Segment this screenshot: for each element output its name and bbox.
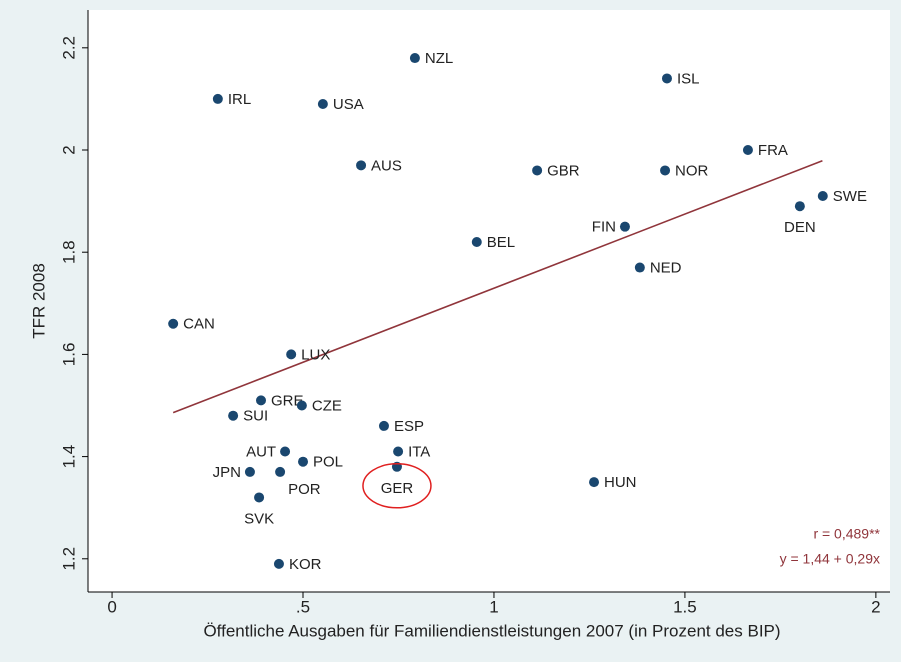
annotation: r = 0,489** bbox=[813, 526, 880, 542]
annotation: y = 1,44 + 0,29x bbox=[780, 551, 880, 567]
point bbox=[212, 93, 223, 104]
point bbox=[817, 190, 828, 201]
point bbox=[660, 165, 671, 176]
point bbox=[356, 160, 367, 171]
point bbox=[378, 420, 389, 431]
point-label: LUX bbox=[301, 346, 330, 363]
point-label: GER bbox=[381, 480, 414, 497]
point-label: SWE bbox=[833, 188, 867, 205]
y-tick-label: 1.8 bbox=[59, 240, 78, 264]
point bbox=[286, 349, 297, 360]
point-label: SVK bbox=[244, 510, 274, 527]
point-label: NZL bbox=[425, 50, 453, 67]
point bbox=[256, 395, 267, 406]
point-label: KOR bbox=[289, 556, 322, 573]
point bbox=[409, 53, 420, 64]
point bbox=[661, 73, 672, 84]
point-label: POR bbox=[288, 481, 321, 498]
y-tick-label: 2 bbox=[59, 145, 78, 154]
x-tick-label: 1.5 bbox=[673, 597, 697, 616]
point bbox=[244, 466, 255, 477]
point-label: AUT bbox=[246, 443, 276, 460]
point-label: FIN bbox=[592, 219, 616, 236]
point bbox=[393, 446, 404, 457]
point bbox=[619, 221, 630, 232]
point bbox=[168, 318, 179, 329]
point bbox=[280, 446, 291, 457]
point-label: JPN bbox=[213, 464, 241, 481]
point bbox=[532, 165, 543, 176]
point bbox=[298, 456, 309, 467]
point bbox=[317, 99, 328, 110]
point-label: FRA bbox=[758, 142, 788, 159]
point bbox=[634, 262, 645, 273]
point bbox=[742, 145, 753, 156]
point bbox=[794, 201, 805, 212]
fit-line bbox=[172, 159, 823, 414]
y-tick-label: 1.6 bbox=[59, 343, 78, 367]
point bbox=[273, 558, 284, 569]
point bbox=[275, 466, 286, 477]
point-label: NOR bbox=[675, 162, 709, 179]
point-label: SUI bbox=[243, 408, 268, 425]
y-tick-label: 2.2 bbox=[59, 36, 78, 60]
point-label: ISL bbox=[677, 70, 700, 87]
point-label: AUS bbox=[371, 157, 402, 174]
point-label: POL bbox=[313, 454, 343, 471]
y-axis-title: TFR 2008 bbox=[29, 263, 48, 339]
point-label: BEL bbox=[487, 234, 515, 251]
x-tick-label: 0 bbox=[107, 597, 116, 616]
point-label: CAN bbox=[183, 316, 215, 333]
point-label: USA bbox=[333, 96, 364, 113]
point-label: GBR bbox=[547, 162, 580, 179]
point-label: CZE bbox=[312, 397, 342, 414]
point-label: NED bbox=[650, 259, 682, 276]
plot-area bbox=[88, 10, 890, 592]
highlight-circle bbox=[362, 463, 432, 509]
point bbox=[254, 492, 265, 503]
y-tick-label: 1.4 bbox=[59, 445, 78, 469]
point-label: IRL bbox=[228, 91, 251, 108]
x-tick-label: 2 bbox=[871, 597, 880, 616]
point-label: GRE bbox=[271, 392, 304, 409]
x-tick-label: 1 bbox=[489, 597, 498, 616]
y-tick-label: 1.2 bbox=[59, 547, 78, 571]
point-label: ITA bbox=[408, 443, 430, 460]
point bbox=[471, 236, 482, 247]
point-label: ESP bbox=[394, 418, 424, 435]
point-label: DEN bbox=[784, 219, 816, 236]
point bbox=[296, 400, 307, 411]
point bbox=[589, 477, 600, 488]
point bbox=[228, 410, 239, 421]
point-label: HUN bbox=[604, 474, 637, 491]
x-tick-label: .5 bbox=[296, 597, 310, 616]
x-axis-title: Öffentliche Ausgaben für Familiendienstl… bbox=[203, 621, 780, 640]
